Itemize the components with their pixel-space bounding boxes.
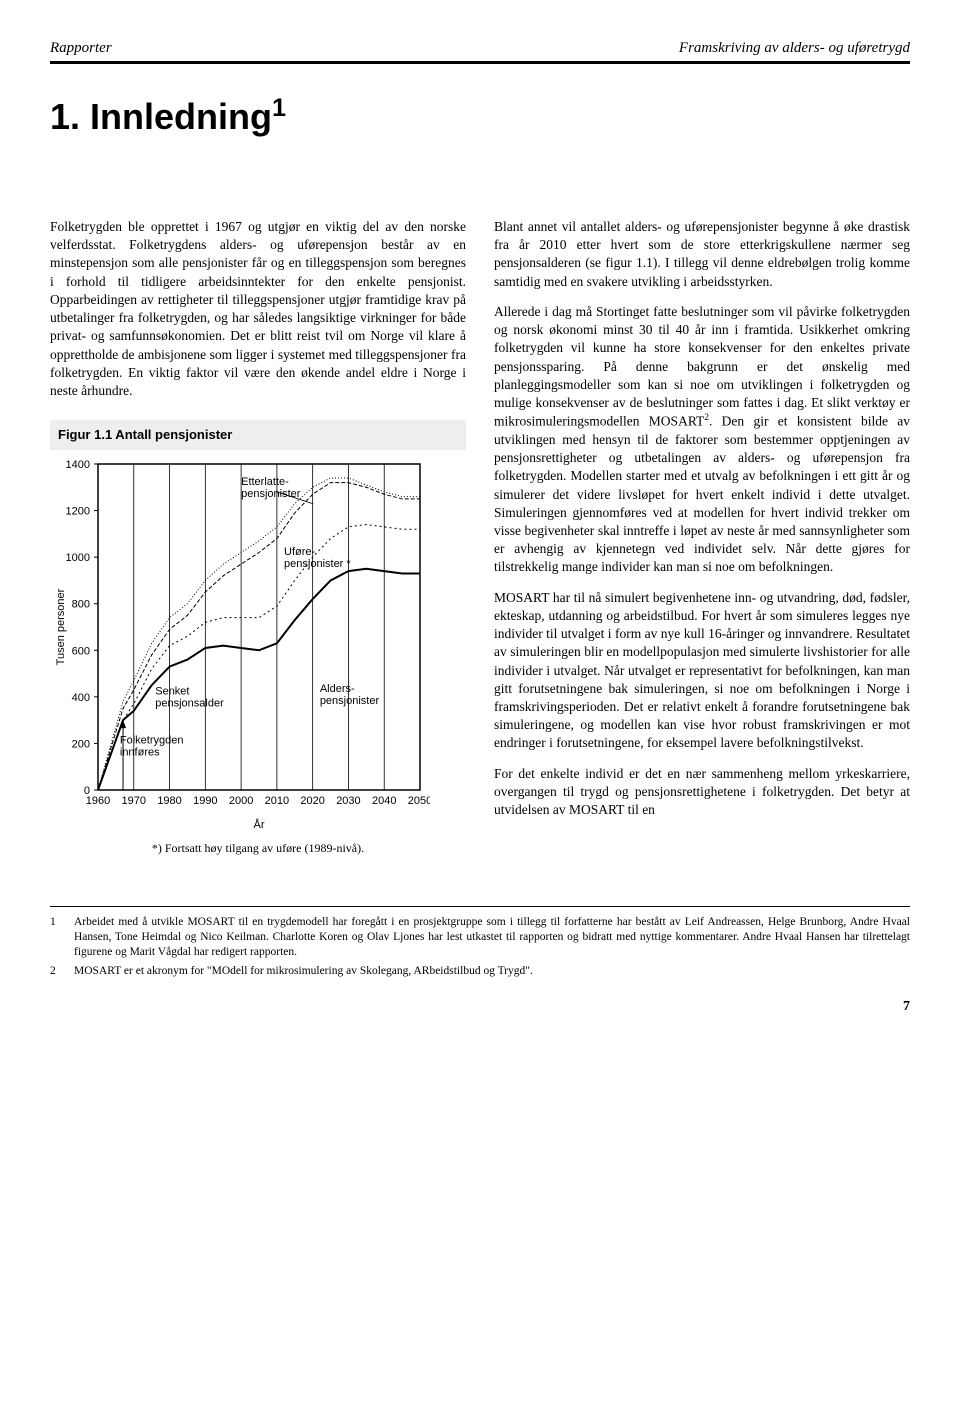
svg-text:2040: 2040 [372, 795, 396, 807]
left-column: Folketrygden ble opprettet i 1967 og utg… [50, 218, 466, 856]
header-left: Rapporter [50, 40, 112, 57]
footnote-2: 2 MOSART er et akronym for "MOdell for m… [50, 964, 910, 979]
two-column-layout: Folketrygden ble opprettet i 1967 og utg… [50, 218, 910, 856]
right-para-3: MOSART har til nå simulert begivenhetene… [494, 589, 910, 753]
svg-text:pensjonister *: pensjonister * [284, 558, 351, 570]
title-footnote-ref: 1 [272, 94, 286, 122]
svg-text:1200: 1200 [66, 505, 90, 517]
pensjonister-chart: 0200400600800100012001400196019701980199… [50, 454, 430, 834]
right-para-2b: . Den gir et konsistent bilde av utvikli… [494, 414, 910, 575]
svg-text:800: 800 [72, 598, 90, 610]
right-para-2a: Allerede i dag må Stortinget fatte beslu… [494, 304, 910, 429]
svg-text:2010: 2010 [265, 795, 289, 807]
page-header: Rapporter Framskriving av alders- og ufø… [50, 40, 910, 64]
right-para-4: For det enkelte individ er det en nær sa… [494, 765, 910, 820]
svg-text:200: 200 [72, 738, 90, 750]
svg-text:1990: 1990 [193, 795, 217, 807]
svg-text:pensjonister: pensjonister [241, 488, 301, 500]
svg-text:Senket: Senket [155, 685, 189, 697]
svg-text:2050: 2050 [408, 795, 430, 807]
footnote-1-num: 1 [50, 915, 64, 960]
right-para-1: Blant annet vil antallet alders- og ufør… [494, 218, 910, 291]
svg-text:400: 400 [72, 692, 90, 704]
svg-text:År: År [254, 818, 265, 831]
svg-text:2030: 2030 [336, 795, 360, 807]
svg-text:Etterlatte-: Etterlatte- [241, 476, 289, 488]
svg-text:1960: 1960 [86, 795, 110, 807]
svg-text:Uføre-: Uføre- [284, 546, 316, 558]
svg-text:innføres: innføres [120, 746, 160, 758]
page-number: 7 [50, 999, 910, 1015]
svg-text:1000: 1000 [66, 552, 90, 564]
svg-text:600: 600 [72, 645, 90, 657]
svg-text:Alders-: Alders- [320, 683, 355, 695]
chapter-title: 1. Innledning1 [50, 94, 910, 138]
figure-caption: *) Fortsatt høy tilgang av uføre (1989-n… [50, 840, 466, 856]
svg-text:2020: 2020 [300, 795, 324, 807]
footnote-1: 1 Arbeidet med å utvikle MOSART til en t… [50, 915, 910, 960]
intro-paragraph: Folketrygden ble opprettet i 1967 og utg… [50, 218, 466, 400]
svg-text:Tusen personer: Tusen personer [55, 588, 67, 665]
right-para-2: Allerede i dag må Stortinget fatte beslu… [494, 303, 910, 577]
figure-title: Figur 1.1 Antall pensjonister [50, 420, 466, 450]
header-right: Framskriving av alders- og uføretrygd [679, 40, 910, 57]
footnote-2-text: MOSART er et akronym for "MOdell for mik… [74, 964, 910, 979]
footnote-1-text: Arbeidet med å utvikle MOSART til en try… [74, 915, 910, 960]
svg-text:1970: 1970 [122, 795, 146, 807]
title-text: 1. Innledning [50, 96, 272, 137]
svg-text:pensjonister: pensjonister [320, 695, 380, 707]
figure-1-1: Figur 1.1 Antall pensjonister 0200400600… [50, 420, 466, 856]
svg-text:1980: 1980 [157, 795, 181, 807]
svg-text:pensjonsalder: pensjonsalder [155, 697, 224, 709]
footnotes: 1 Arbeidet med å utvikle MOSART til en t… [50, 906, 910, 979]
svg-text:Folketrygden: Folketrygden [120, 734, 184, 746]
right-column: Blant annet vil antallet alders- og ufør… [494, 218, 910, 856]
svg-text:2000: 2000 [229, 795, 253, 807]
svg-text:1400: 1400 [66, 459, 90, 471]
footnote-2-num: 2 [50, 964, 64, 979]
